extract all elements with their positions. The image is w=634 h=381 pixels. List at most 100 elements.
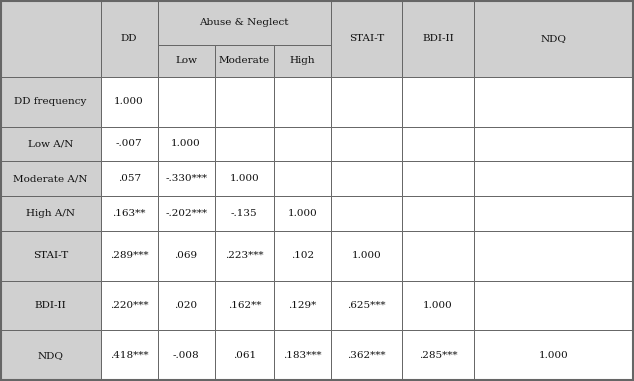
Bar [403,77,474,126]
Text: .418***: .418*** [110,351,148,360]
Bar [101,280,158,330]
Bar [474,126,633,161]
Text: .220***: .220*** [110,301,148,310]
Bar [214,231,274,280]
Bar [1,126,101,161]
Bar [1,1,101,77]
Bar [474,280,633,330]
Text: 1.000: 1.000 [114,97,144,106]
Text: High A/N: High A/N [26,209,75,218]
Bar [331,330,403,380]
Text: Moderate: Moderate [219,56,270,66]
Bar [474,1,633,77]
Text: Abuse & Neglect: Abuse & Neglect [200,18,289,27]
Bar [403,231,474,280]
Bar [403,161,474,196]
Bar [158,77,214,126]
Text: DD frequency: DD frequency [15,97,87,106]
Text: 1.000: 1.000 [288,209,318,218]
Bar [101,161,158,196]
Text: BDI-II: BDI-II [422,34,454,43]
Text: .183***: .183*** [283,351,321,360]
Bar [158,45,214,77]
Bar [274,161,331,196]
Bar [274,126,331,161]
Bar [214,330,274,380]
Bar [274,231,331,280]
Text: NDQ: NDQ [541,34,567,43]
Text: 1.000: 1.000 [539,351,569,360]
Bar [274,280,331,330]
Text: .020: .020 [174,301,198,310]
Bar [214,161,274,196]
Bar [1,196,101,231]
Bar [403,196,474,231]
Bar [474,231,633,280]
Bar [214,126,274,161]
Bar [403,126,474,161]
Bar [158,231,214,280]
Text: -.008: -.008 [172,351,199,360]
Text: STAI-T: STAI-T [33,251,68,260]
Bar [1,77,101,126]
Text: Moderate A/N: Moderate A/N [13,174,88,183]
Bar [214,45,274,77]
Bar [158,330,214,380]
Text: .069: .069 [174,251,198,260]
Text: -.330***: -.330*** [165,174,207,183]
Bar [1,330,101,380]
Bar [331,196,403,231]
Text: .129*: .129* [288,301,316,310]
Text: .285***: .285*** [419,351,457,360]
Text: .362***: .362*** [347,351,386,360]
Bar [331,126,403,161]
Text: Low A/N: Low A/N [28,139,74,149]
Bar [101,231,158,280]
Text: DD: DD [121,34,138,43]
Bar [474,330,633,380]
Text: .163**: .163** [112,209,146,218]
Bar [403,280,474,330]
Bar [101,1,158,77]
Text: 1.000: 1.000 [171,139,201,149]
Bar [274,45,331,77]
Bar [274,330,331,380]
Bar [214,280,274,330]
Bar [214,77,274,126]
Text: .625***: .625*** [347,301,386,310]
Text: 1.000: 1.000 [230,174,259,183]
Bar [158,280,214,330]
Bar [101,77,158,126]
Text: .061: .061 [233,351,256,360]
Text: -.007: -.007 [116,139,143,149]
Bar [158,1,331,45]
Bar [101,330,158,380]
Bar [331,231,403,280]
Bar [158,126,214,161]
Bar [474,161,633,196]
Bar [1,280,101,330]
Text: -.135: -.135 [231,209,257,218]
Text: 1.000: 1.000 [424,301,453,310]
Bar [274,196,331,231]
Bar [274,77,331,126]
Bar [474,196,633,231]
Text: Low: Low [175,56,197,66]
Bar [474,77,633,126]
Bar [158,161,214,196]
Bar [101,126,158,161]
Text: STAI-T: STAI-T [349,34,384,43]
Bar [1,161,101,196]
Text: High: High [290,56,315,66]
Text: .223***: .223*** [225,251,264,260]
Text: 1.000: 1.000 [352,251,382,260]
Bar [1,231,101,280]
Bar [403,1,474,77]
Text: .289***: .289*** [110,251,148,260]
Bar [101,196,158,231]
Text: .057: .057 [117,174,141,183]
Bar [214,196,274,231]
Text: .102: .102 [291,251,314,260]
Bar [158,196,214,231]
Bar [331,280,403,330]
